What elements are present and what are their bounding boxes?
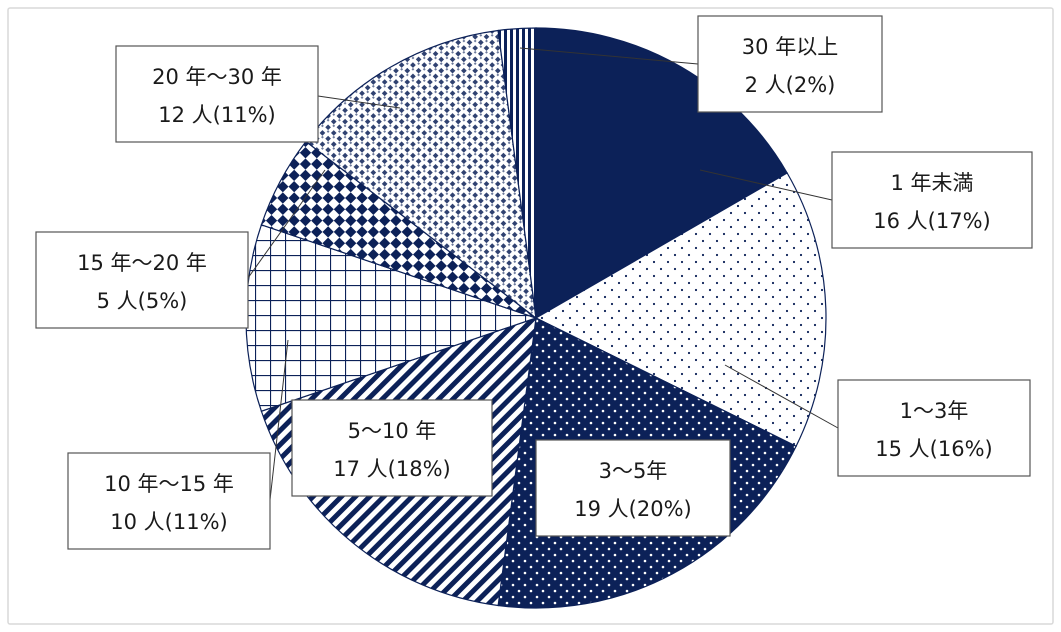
leader-line-5 [269,339,289,501]
data-label-2: 1～3年 15 人(16%) [837,379,1031,477]
pie-slice-2 [534,172,827,448]
data-label-box [35,231,249,329]
data-label-4: 5～10 年 17 人(18%) [291,399,493,497]
data-label-category: 15 年～20 年 [77,251,207,275]
data-label-1: 1 年未満 16 人(17%) [831,151,1033,249]
data-label-value: 5 人(5%) [97,289,188,313]
data-label-value: 10 人(11%) [110,510,227,534]
data-label-category: 1～3年 [900,399,969,423]
data-label-category: 10 年～15 年 [104,472,234,496]
data-labels: 1 年未満 16 人(17%) 1～3年 15 人(16%) 3～5年 19 人(20%)… [35,15,1033,550]
data-label-8: 30 年以上 2 人(2%) [697,15,883,113]
data-label-box [831,151,1033,249]
data-label-6: 15 年～20 年 5 人(5%) [35,231,249,329]
leader-line-8 [519,47,699,65]
data-label-value: 16 人(17%) [873,209,990,233]
data-label-category: 30 年以上 [742,35,838,59]
data-label-category: 3～5年 [599,459,668,483]
data-label-category: 1 年未満 [890,171,973,195]
data-label-box [115,45,319,143]
data-label-5: 10 年～15 年 10 人(11%) [67,452,271,550]
data-label-box [535,439,731,537]
data-label-value: 15 人(16%) [875,437,992,461]
data-label-value: 19 人(20%) [574,497,691,521]
data-label-category: 5～10 年 [348,419,437,443]
leader-lines [247,47,839,501]
leader-line-2 [724,364,839,429]
data-label-value: 2 人(2%) [745,73,836,97]
data-label-box [697,15,883,113]
leader-line-1 [699,169,833,201]
data-label-box [67,452,271,550]
leader-line-6 [247,169,326,279]
data-label-value: 17 人(18%) [333,457,450,481]
data-label-value: 12 人(11%) [158,103,275,127]
data-label-7: 20 年～30 年 12 人(11%) [115,45,319,143]
leader-line-7 [317,95,401,109]
data-label-box [291,399,493,497]
pie-slice-8 [497,27,537,319]
data-label-category: 20 年～30 年 [152,65,282,89]
data-label-box [837,379,1031,477]
data-label-3: 3～5年 19 人(20%) [535,439,731,537]
